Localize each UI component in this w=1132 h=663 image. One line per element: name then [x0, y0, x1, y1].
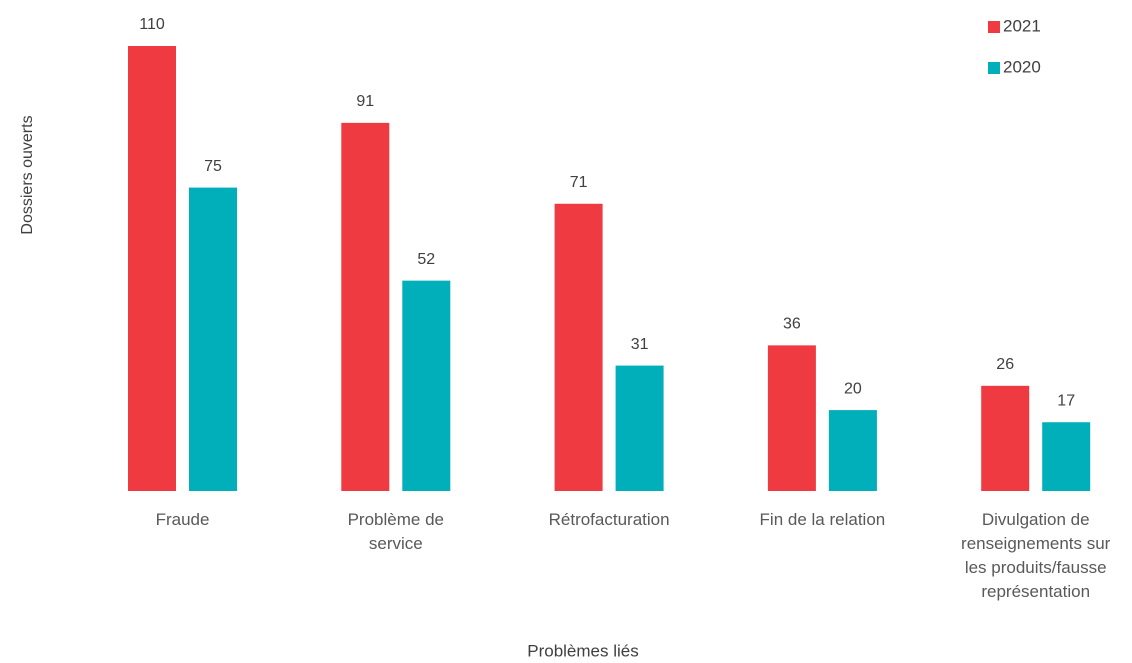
- data-label: 71: [570, 174, 588, 191]
- bar: [189, 187, 237, 491]
- data-label: 36: [783, 316, 801, 333]
- data-label: 26: [996, 356, 1014, 373]
- x-tick-label: Rétrofacturation: [548, 510, 670, 529]
- bar: [341, 122, 390, 491]
- data-label: 17: [1057, 392, 1075, 409]
- legend-label: 2021: [1003, 16, 1041, 35]
- bar: [828, 410, 877, 491]
- x-tick-label: Fin de la relation: [759, 510, 886, 529]
- bar: [1042, 422, 1091, 491]
- bar: [615, 365, 664, 491]
- data-label: 31: [631, 336, 649, 353]
- bar: [767, 345, 816, 491]
- x-tick-label: Problème de service: [347, 510, 444, 553]
- data-label: 20: [844, 380, 862, 397]
- bar: [402, 280, 451, 491]
- x-tick-label: Divulgation de renseignements sur les pr…: [961, 510, 1111, 601]
- data-label: 110: [139, 16, 165, 33]
- data-label: 52: [417, 251, 435, 268]
- legend-swatch: [988, 21, 1000, 33]
- bar: [554, 203, 603, 492]
- data-label: 75: [204, 158, 222, 175]
- bar: [128, 46, 176, 491]
- y-axis-label: Dossiers ouverts: [19, 115, 36, 234]
- x-tick-label: Fraude: [155, 510, 210, 529]
- data-label: 91: [356, 93, 374, 110]
- bar: [981, 385, 1030, 491]
- legend-label: 2020: [1003, 57, 1041, 76]
- x-axis-label: Problèmes liés: [527, 641, 639, 660]
- legend-swatch: [988, 62, 1000, 74]
